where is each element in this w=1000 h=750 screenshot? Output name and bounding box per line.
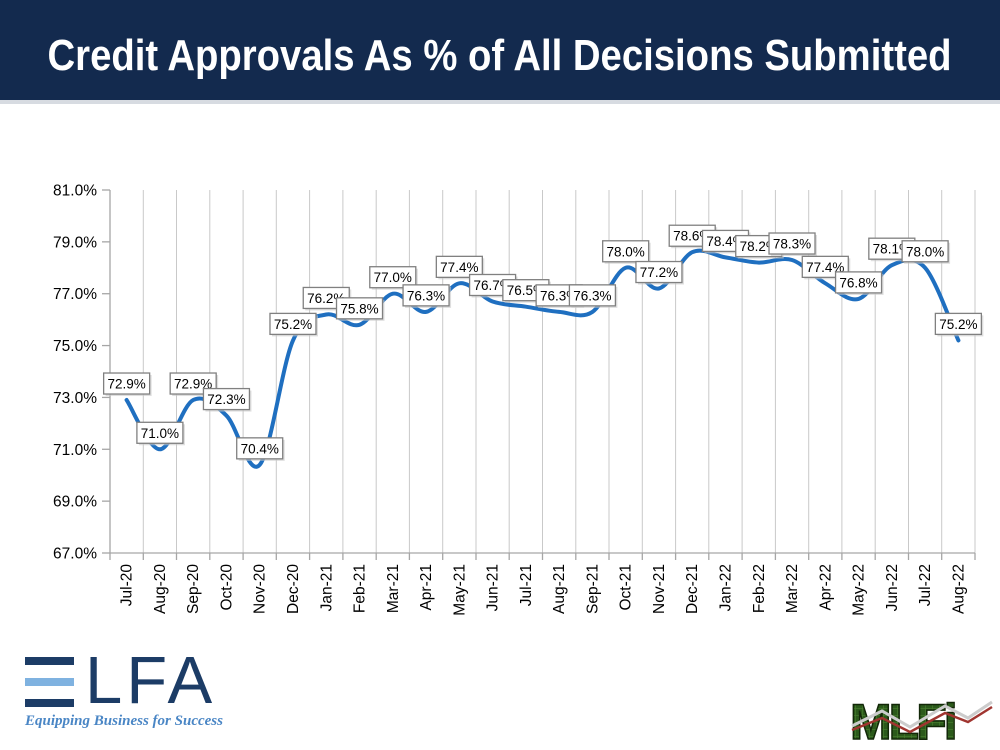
y-tick-label: 69.0% <box>53 494 97 511</box>
data-label-text: 77.0% <box>374 270 412 285</box>
x-tick-label: Apr-21 <box>418 564 435 611</box>
data-label-text: 76.2% <box>307 291 345 306</box>
x-tick-label: Mar-22 <box>784 564 801 613</box>
mlfi-red-line <box>851 705 993 734</box>
y-tick-label: 75.0% <box>53 338 97 355</box>
elfa-e-bar-middle <box>25 678 74 686</box>
data-label-text: 75.2% <box>939 317 977 332</box>
x-tick-label: Aug-22 <box>950 564 967 614</box>
data-label-box <box>402 284 450 307</box>
data-label-box <box>768 232 816 255</box>
x-tick-label: Jul-20 <box>119 564 136 607</box>
x-tick-label: Mar-21 <box>385 564 402 613</box>
elfa-e-bar-top <box>25 657 74 665</box>
data-label-box <box>369 266 417 289</box>
data-label-text: 78.0% <box>607 244 645 259</box>
x-tick-label: Oct-20 <box>218 564 235 611</box>
x-tick-label: Nov-21 <box>651 564 668 614</box>
x-tick-label: May-21 <box>451 564 468 616</box>
data-label-text: 76.3% <box>540 288 578 303</box>
header-banner: Credit Approvals As % of All Decisions S… <box>0 0 1000 100</box>
series-line <box>124 248 961 469</box>
x-tick-label: Jan-22 <box>718 564 735 611</box>
data-label-text: 76.8% <box>839 275 877 290</box>
x-tick-label: Dec-21 <box>684 564 701 614</box>
elfa-letters: LFA <box>85 643 217 718</box>
data-label-text: 71.0% <box>141 426 179 441</box>
mlfi-logo: MLFi <box>849 694 993 748</box>
data-label-box <box>102 372 151 395</box>
data-label-box <box>335 297 384 320</box>
approvals-line-chart: 67.0% 69.0% 71.0% 73.0% 75.0% 77.0% 79.0% 81.0%… <box>0 104 1000 650</box>
page-title: Credit Approvals As % of All Decisions S… <box>48 31 952 80</box>
data-label-text: 72.9% <box>107 377 145 392</box>
y-tick-label: 77.0% <box>53 286 97 303</box>
data-label-box <box>568 284 617 307</box>
chart-canvas: 67.0% 69.0% 71.0% 73.0% 75.0% 77.0% 79.0% 81.0%… <box>53 183 984 616</box>
x-tick-label: Jan-21 <box>318 564 335 611</box>
data-label-text: 78.1% <box>873 242 911 257</box>
mlfi-silver-line <box>851 700 993 729</box>
data-label-text: 78.0% <box>906 244 944 259</box>
x-tick-label: Jun-21 <box>485 564 502 611</box>
data-label-text: 77.2% <box>640 265 678 280</box>
y-tick-label: 81.0% <box>53 183 97 200</box>
x-tick-label: Jun-22 <box>884 564 901 611</box>
x-tick-label: Sep-21 <box>584 564 601 614</box>
data-label-box <box>202 387 251 411</box>
data-label-text: 72.3% <box>207 392 245 407</box>
data-label-text: 72.9% <box>174 377 212 392</box>
data-label-box <box>901 240 949 263</box>
elfa-logo: LFA Equipping Business for Success <box>25 643 235 742</box>
data-label-text: 76.5% <box>507 283 545 298</box>
data-label-box <box>269 312 317 336</box>
y-tick-label: 67.0% <box>53 546 97 563</box>
x-tick-label: Nov-20 <box>252 564 269 614</box>
x-tick-label: Dec-20 <box>285 564 302 614</box>
data-label-text: 75.2% <box>274 317 312 332</box>
x-tick-label: Oct-21 <box>618 564 635 611</box>
y-tick-label: 73.0% <box>53 390 97 407</box>
elfa-e-bar-bottom <box>25 699 74 707</box>
x-tick-label: Feb-22 <box>751 564 768 613</box>
data-label-text: 78.4% <box>706 234 744 249</box>
x-tick-label: Apr-22 <box>817 564 834 611</box>
data-label-box <box>602 240 650 263</box>
data-label-box <box>834 271 883 294</box>
data-label-text: 76.3% <box>573 288 611 303</box>
data-label-box <box>635 260 683 284</box>
data-label-text: 75.8% <box>340 301 378 316</box>
data-label-text: 70.4% <box>241 441 279 456</box>
data-label-box <box>435 255 483 278</box>
header-shadow-strip <box>0 100 1000 104</box>
mlfi-letters: MLFi <box>850 694 955 748</box>
data-label-text: 77.4% <box>440 260 478 275</box>
x-tick-label: Feb-21 <box>352 564 369 613</box>
data-label-text: 78.3% <box>773 237 811 252</box>
x-tick-label: Jul-21 <box>518 564 535 606</box>
y-tick-label: 79.0% <box>53 234 97 251</box>
x-tick-label: Sep-20 <box>185 564 202 614</box>
data-label-text: 77.4% <box>806 260 844 275</box>
data-label-box <box>934 312 983 336</box>
data-label-text: 78.2% <box>740 239 778 254</box>
data-label-text: 78.6% <box>673 229 711 244</box>
data-label-box <box>136 421 184 444</box>
data-label-text: 76.7% <box>473 278 511 293</box>
data-label-box <box>236 437 284 460</box>
data-label-text: 76.3% <box>407 288 445 303</box>
x-tick-label: Jul-22 <box>917 564 934 606</box>
elfa-tagline: Equipping Business for Success <box>25 713 223 729</box>
x-tick-label: Aug-20 <box>152 564 169 614</box>
y-tick-label: 71.0% <box>53 442 97 459</box>
x-tick-label: May-22 <box>851 564 868 616</box>
x-tick-label: Aug-21 <box>551 564 568 614</box>
